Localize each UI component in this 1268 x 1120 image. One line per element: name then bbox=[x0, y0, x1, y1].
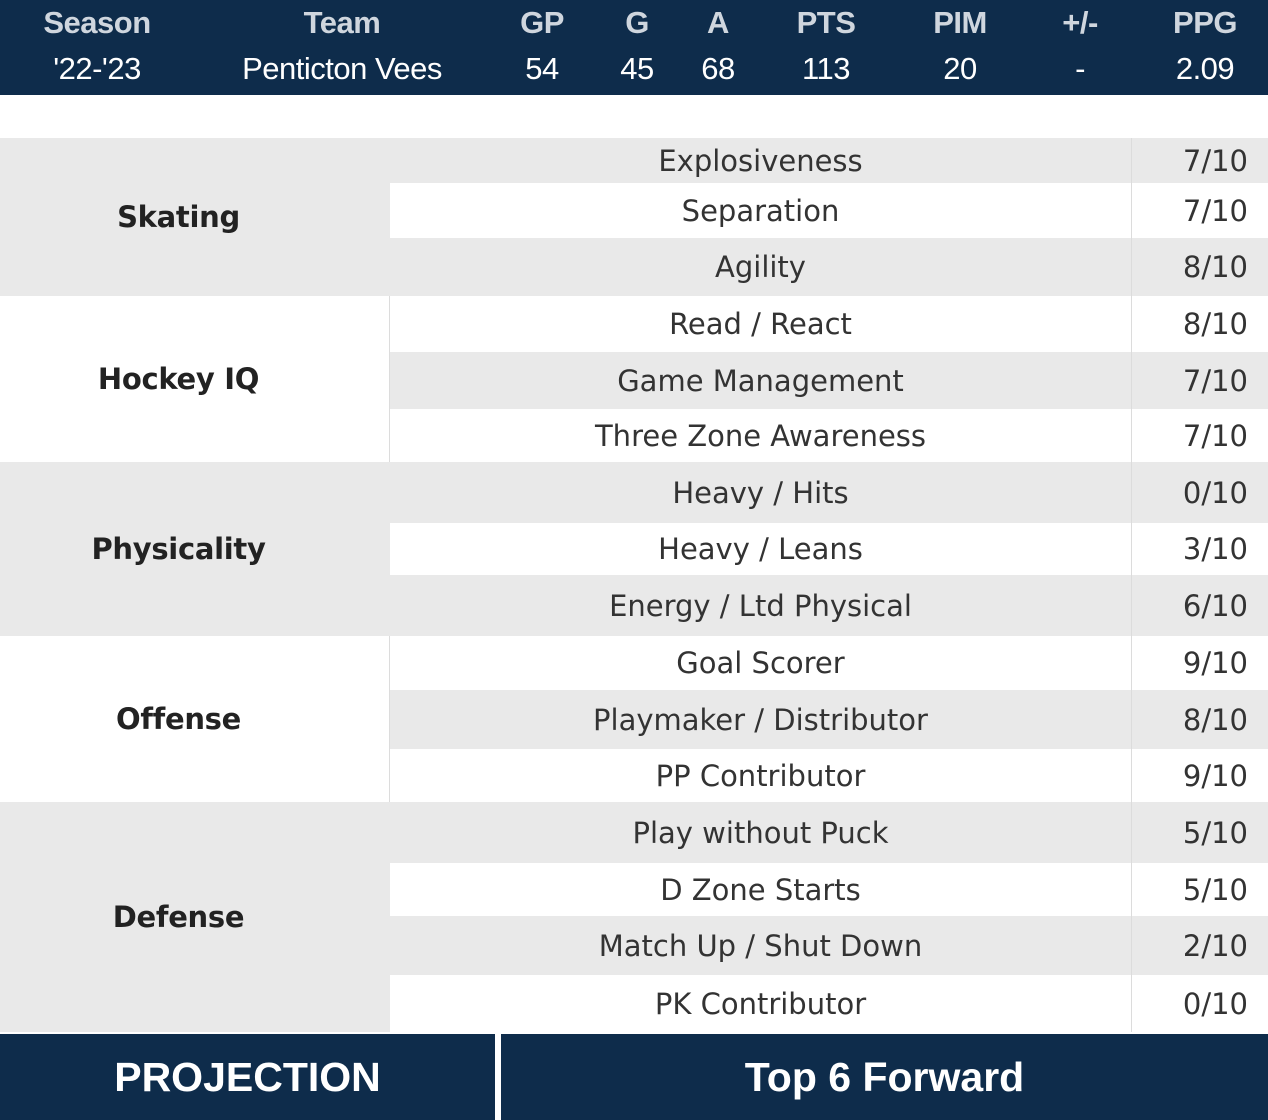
stats-value-gp: 54 bbox=[525, 51, 559, 86]
skill-score: 8/10 bbox=[1182, 307, 1248, 341]
category-label: Skating bbox=[117, 200, 240, 234]
stats-value-a: 68 bbox=[701, 51, 735, 86]
column-divider bbox=[1131, 802, 1132, 863]
skill-row: Playmaker / Distributor 8/10 bbox=[390, 690, 1268, 749]
skill-score: 9/10 bbox=[1182, 758, 1248, 793]
column-divider bbox=[1131, 523, 1132, 575]
skill-score: 7/10 bbox=[1182, 363, 1248, 398]
column-divider bbox=[1131, 863, 1132, 916]
skill-score: 8/10 bbox=[1182, 702, 1248, 737]
column-divider bbox=[1131, 296, 1132, 352]
stats-header-plus-minus: +/- bbox=[1062, 5, 1098, 40]
column-divider bbox=[1131, 352, 1132, 409]
skill-row: Play without Puck 5/10 bbox=[390, 802, 1268, 863]
skill-row: PK Contributor 0/10 bbox=[390, 975, 1268, 1032]
skill-score: 7/10 bbox=[1182, 418, 1248, 453]
stats-value-team: Penticton Vees bbox=[242, 51, 442, 86]
skill-row: Heavy / Hits 0/10 bbox=[390, 462, 1268, 523]
column-divider bbox=[389, 636, 390, 802]
skill-name: Separation bbox=[681, 193, 840, 228]
skill-name: Match Up / Shut Down bbox=[598, 928, 923, 963]
column-divider bbox=[1131, 138, 1132, 183]
column-divider bbox=[1131, 409, 1132, 462]
column-divider bbox=[1131, 916, 1132, 975]
skill-name: Game Management bbox=[617, 363, 904, 398]
skill-name: PP Contributor bbox=[655, 758, 866, 793]
skill-row: PP Contributor 9/10 bbox=[390, 749, 1268, 802]
skill-row: Energy / Ltd Physical 6/10 bbox=[390, 575, 1268, 636]
skill-row: Separation 7/10 bbox=[390, 183, 1268, 238]
skill-name: Three Zone Awareness bbox=[594, 418, 927, 453]
stats-header-a: A bbox=[707, 5, 729, 40]
category-label: Physicality bbox=[91, 532, 266, 566]
projection-label: PROJECTION bbox=[0, 1034, 495, 1120]
skill-name: Explosiveness bbox=[658, 143, 863, 178]
stats-header-g: G bbox=[625, 5, 649, 40]
stats-header-gp: GP bbox=[520, 5, 564, 40]
ratings-table: Skating Explosiveness 7/10 Separation 7/… bbox=[0, 138, 1268, 1032]
skill-name: Read / React bbox=[669, 307, 852, 341]
column-divider bbox=[1131, 462, 1132, 523]
skill-name: D Zone Starts bbox=[660, 872, 861, 907]
skill-score: 0/10 bbox=[1182, 475, 1248, 510]
skill-name: Play without Puck bbox=[632, 815, 889, 850]
skill-score: 7/10 bbox=[1182, 143, 1248, 178]
skill-row: Goal Scorer 9/10 bbox=[390, 636, 1268, 690]
skill-name: PK Contributor bbox=[654, 986, 867, 1021]
stats-header-team: Team bbox=[303, 5, 381, 40]
column-divider bbox=[1131, 690, 1132, 749]
skill-row: Read / React 8/10 bbox=[390, 296, 1268, 352]
stats-header-pim: PIM bbox=[933, 5, 987, 40]
skill-row: Match Up / Shut Down 2/10 bbox=[390, 916, 1268, 975]
skill-row: D Zone Starts 5/10 bbox=[390, 863, 1268, 916]
skill-score: 6/10 bbox=[1182, 588, 1248, 623]
column-divider bbox=[1131, 749, 1132, 802]
skill-name: Agility bbox=[715, 250, 806, 284]
category-label: Offense bbox=[115, 702, 242, 736]
skill-score: 5/10 bbox=[1182, 815, 1248, 850]
stats-value-pts: 113 bbox=[802, 51, 850, 86]
skill-name: Energy / Ltd Physical bbox=[609, 588, 912, 623]
skill-name: Heavy / Hits bbox=[672, 475, 849, 510]
skill-score: 7/10 bbox=[1182, 193, 1248, 228]
skill-score: 2/10 bbox=[1182, 928, 1248, 963]
stats-header-season: Season bbox=[43, 5, 151, 40]
stats-header: Season Team GP G A PTS PIM +/- PPG '22-'… bbox=[0, 0, 1268, 95]
skill-row: Explosiveness 7/10 bbox=[390, 138, 1268, 183]
skill-score: 5/10 bbox=[1182, 872, 1248, 907]
stats-value-pim: 20 bbox=[943, 51, 977, 86]
column-divider bbox=[1131, 183, 1132, 238]
category-label: Hockey IQ bbox=[97, 362, 260, 396]
skill-score: 3/10 bbox=[1182, 532, 1248, 566]
stats-value-plus-minus: - bbox=[1075, 51, 1085, 86]
stats-header-pts: PTS bbox=[796, 5, 856, 40]
column-divider bbox=[1131, 975, 1132, 1032]
skill-row: Heavy / Leans 3/10 bbox=[390, 523, 1268, 575]
skill-row: Three Zone Awareness 7/10 bbox=[390, 409, 1268, 462]
projection-value: Top 6 Forward bbox=[501, 1034, 1268, 1120]
stats-value-g: 45 bbox=[620, 51, 654, 86]
stats-header-ppg: PPG bbox=[1173, 5, 1237, 40]
skill-name: Goal Scorer bbox=[676, 646, 845, 680]
column-divider bbox=[389, 296, 390, 462]
column-divider bbox=[1131, 636, 1132, 690]
column-divider bbox=[1131, 238, 1132, 296]
skill-row: Agility 8/10 bbox=[390, 238, 1268, 296]
column-divider bbox=[1131, 575, 1132, 636]
skill-name: Heavy / Leans bbox=[658, 532, 863, 566]
skill-score: 8/10 bbox=[1182, 250, 1248, 284]
skill-name: Playmaker / Distributor bbox=[593, 702, 928, 737]
stats-value-season: '22-'23 bbox=[53, 51, 141, 86]
skill-score: 9/10 bbox=[1182, 646, 1248, 680]
stats-value-ppg: 2.09 bbox=[1175, 51, 1235, 86]
category-label: Defense bbox=[112, 900, 245, 934]
skill-row: Game Management 7/10 bbox=[390, 352, 1268, 409]
skill-score: 0/10 bbox=[1182, 986, 1248, 1021]
